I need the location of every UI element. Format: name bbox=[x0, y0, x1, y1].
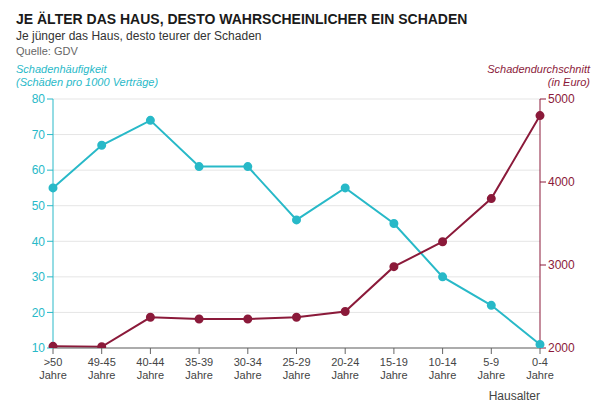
svg-text:25-29Jahre: 25-29Jahre bbox=[282, 356, 310, 381]
svg-text:15-19Jahre: 15-19Jahre bbox=[380, 356, 408, 381]
svg-text:3000: 3000 bbox=[548, 258, 575, 272]
html-text:Schadendurchschnitt (in Euro): Schadendurchschnitt (in Euro) bbox=[487, 63, 590, 88]
html-text:Je jünger das Haus, desto teur: Je jünger das Haus, desto teurer der Sch… bbox=[16, 29, 262, 43]
svg-text:5000: 5000 bbox=[548, 92, 575, 106]
svg-text:0-4Jahre: 0-4Jahre bbox=[526, 356, 554, 381]
html-text:JE ÄLTER DAS HAUS, DESTO WAHRS: JE ÄLTER DAS HAUS, DESTO WAHRSCHEINLICHE… bbox=[16, 11, 468, 27]
svg-text:40-44Jahre: 40-44Jahre bbox=[136, 356, 164, 381]
svg-text:80: 80 bbox=[32, 92, 46, 106]
svg-text:50: 50 bbox=[32, 199, 46, 213]
svg-text:30: 30 bbox=[32, 270, 46, 284]
svg-text:40: 40 bbox=[32, 235, 46, 249]
svg-text:70: 70 bbox=[32, 128, 46, 142]
svg-text:20: 20 bbox=[32, 306, 46, 320]
svg-text:60: 60 bbox=[32, 163, 46, 177]
html-text:Schadenhäufigkeit (Schäden pro: Schadenhäufigkeit (Schäden pro 1000 Vert… bbox=[16, 63, 159, 88]
svg-text:30-34Jahre: 30-34Jahre bbox=[234, 356, 262, 381]
svg-text:20-24Jahre: 20-24Jahre bbox=[331, 356, 359, 381]
html-text:Quelle: GDV: Quelle: GDV bbox=[16, 45, 78, 57]
svg-text:10-14Jahre: 10-14Jahre bbox=[429, 356, 457, 381]
svg-text:5-9Jahre: 5-9Jahre bbox=[478, 356, 506, 381]
svg-text:Hausalter: Hausalter bbox=[489, 389, 540, 403]
svg-text:49-45Jahre: 49-45Jahre bbox=[88, 356, 116, 381]
svg-text:>50Jahre: >50Jahre bbox=[39, 356, 67, 381]
svg-text:10: 10 bbox=[32, 341, 46, 355]
svg-text:2000: 2000 bbox=[548, 341, 575, 355]
svg-text:35-39Jahre: 35-39Jahre bbox=[185, 356, 213, 381]
svg-text:4000: 4000 bbox=[548, 175, 575, 189]
